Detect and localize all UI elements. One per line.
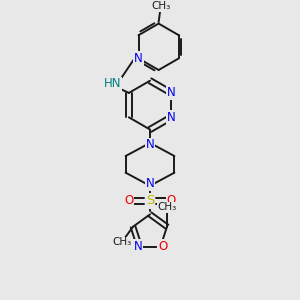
Text: N: N (134, 240, 142, 253)
Text: CH₃: CH₃ (151, 1, 170, 11)
Text: CH₃: CH₃ (158, 202, 177, 212)
Text: CH₃: CH₃ (112, 237, 131, 247)
Text: O: O (167, 194, 176, 208)
Text: N: N (134, 52, 143, 65)
Text: O: O (124, 194, 133, 208)
Text: HN: HN (104, 77, 121, 91)
Text: O: O (158, 240, 167, 253)
Text: S: S (146, 194, 154, 208)
Text: N: N (146, 177, 154, 190)
Text: N: N (167, 86, 176, 99)
Text: HN: HN (104, 77, 121, 91)
Text: N: N (146, 139, 154, 152)
Text: N: N (167, 111, 176, 124)
